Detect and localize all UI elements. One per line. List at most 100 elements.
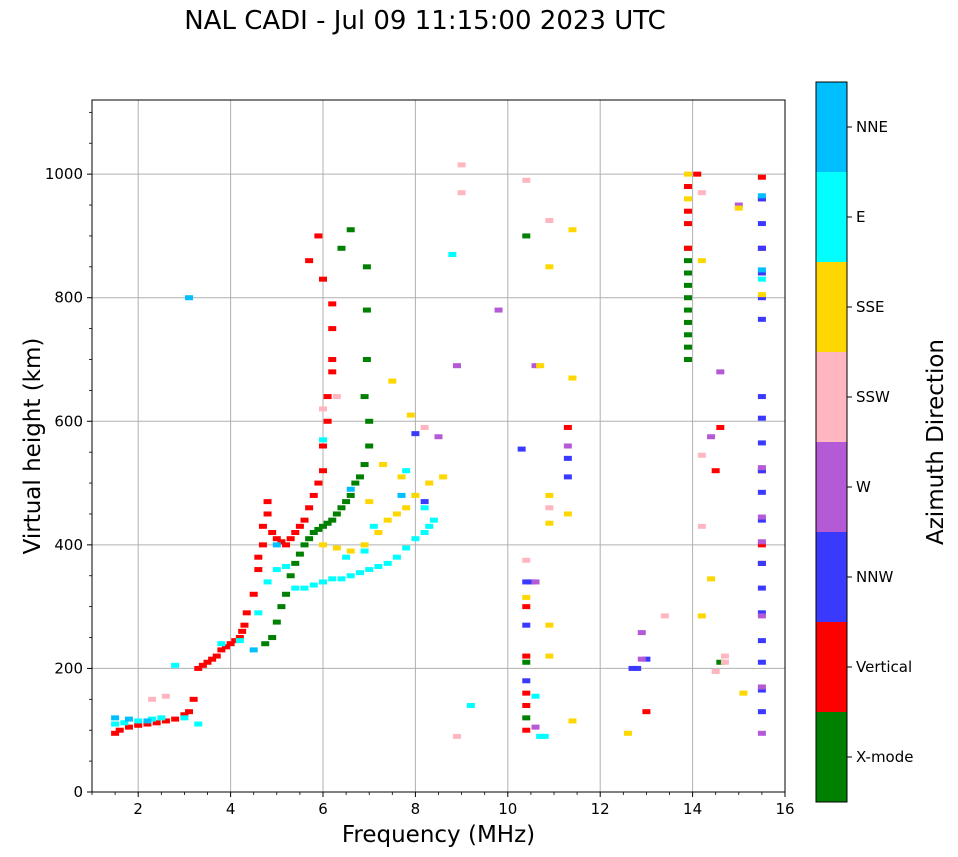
x-tick-label: 10 (498, 800, 517, 818)
data-point-w (494, 307, 503, 313)
data-point-ssw (545, 217, 554, 223)
data-point-vertical (716, 424, 725, 430)
data-point-w (707, 434, 716, 440)
data-point-vertical (240, 622, 249, 628)
data-point-e (360, 548, 369, 554)
data-point-w (434, 434, 443, 440)
data-point-e (120, 720, 129, 726)
data-point-vertical (212, 653, 221, 659)
data-point-e (420, 530, 429, 535)
data-point-x-mode (328, 517, 337, 523)
data-point-x-mode (309, 530, 318, 535)
data-point-x-mode (337, 505, 346, 511)
data-point-e (309, 582, 318, 588)
data-point-sse (379, 462, 388, 468)
data-point-nnw (757, 560, 766, 566)
data-point-nne (397, 492, 406, 498)
x-tick-label: 16 (775, 800, 794, 818)
data-point-sse (683, 171, 692, 177)
data-point-nne (272, 542, 281, 548)
data-point-nne (143, 718, 152, 724)
data-point-sse (545, 264, 554, 270)
data-point-x-mode (683, 357, 692, 362)
data-point-x-mode (300, 542, 309, 548)
data-point-nnw (757, 415, 766, 421)
data-point-x-mode (522, 715, 531, 721)
data-point-nne (757, 267, 766, 273)
data-point-vertical (242, 610, 251, 616)
data-point-nnw (757, 610, 766, 616)
data-point-e (148, 716, 157, 722)
data-point-vertical (286, 536, 295, 542)
data-point-e (157, 715, 166, 721)
colorbar-label: NNW (856, 568, 893, 586)
data-point-w (734, 202, 743, 208)
data-point-vertical (693, 171, 702, 177)
data-point-nnw (757, 394, 766, 400)
data-point-x-mode (355, 474, 364, 480)
y-tick-label: 1000 (45, 165, 83, 183)
data-point-x-mode (683, 258, 692, 264)
data-point-vertical (254, 554, 263, 560)
data-point-x-mode (683, 295, 692, 301)
data-point-x-mode (272, 619, 281, 625)
data-point-vertical (143, 721, 152, 727)
data-point-x-mode (346, 227, 355, 233)
data-point-ssw (161, 693, 170, 699)
data-point-vertical (757, 174, 766, 180)
data-point-e (365, 567, 374, 573)
data-point-vertical (134, 722, 143, 728)
data-point-nnw (757, 638, 766, 644)
data-point-e (235, 638, 244, 644)
data-point-e (383, 560, 392, 566)
data-point-nnw (642, 656, 651, 662)
data-point-x-mode (351, 480, 360, 486)
data-point-vertical (254, 567, 263, 573)
data-point-x-mode (716, 659, 725, 665)
data-point-vertical (115, 727, 124, 733)
data-point-vertical (522, 604, 531, 610)
data-point-x-mode (342, 499, 351, 505)
y-tick-label: 800 (54, 289, 83, 307)
data-point-sse (697, 613, 706, 619)
data-point-vertical (328, 301, 337, 307)
data-point-e (429, 517, 438, 523)
data-point-nnw (522, 678, 531, 684)
data-point-sse (374, 530, 383, 535)
data-point-x-mode (683, 344, 692, 350)
data-point-vertical (563, 424, 572, 430)
data-point-x-mode (323, 520, 332, 526)
data-point-sse (346, 548, 355, 554)
data-point-sse (536, 363, 545, 369)
data-point-ssw (660, 613, 669, 619)
data-point-vertical (194, 665, 203, 671)
data-point-x-mode (522, 233, 531, 239)
data-point-w (757, 539, 766, 545)
plot-frame (91, 99, 786, 793)
data-point-nnw (757, 585, 766, 591)
data-point-sse (697, 258, 706, 264)
data-point-vertical (221, 644, 230, 650)
colorbar-label: SSW (856, 388, 890, 406)
data-point-vertical (124, 724, 133, 730)
colorbar-label: W (856, 478, 871, 496)
data-point-ssw (319, 406, 327, 412)
data-point-e (194, 721, 203, 727)
data-point-e (254, 610, 263, 616)
data-point-sse (397, 474, 406, 480)
data-point-e (180, 715, 189, 721)
data-point-nnw (411, 431, 420, 437)
data-point-vertical (282, 542, 291, 548)
colorbar-segment-x-mode (816, 712, 847, 802)
data-point-e (263, 579, 272, 585)
data-point-x-mode (683, 270, 692, 276)
data-point-x-mode (683, 332, 692, 338)
data-point-vertical (152, 720, 161, 726)
data-point-vertical (683, 221, 692, 227)
data-point-w (563, 443, 572, 449)
data-point-e (355, 570, 364, 576)
data-point-w (531, 724, 540, 730)
data-point-vertical (522, 703, 531, 708)
data-point-vertical (323, 394, 332, 400)
